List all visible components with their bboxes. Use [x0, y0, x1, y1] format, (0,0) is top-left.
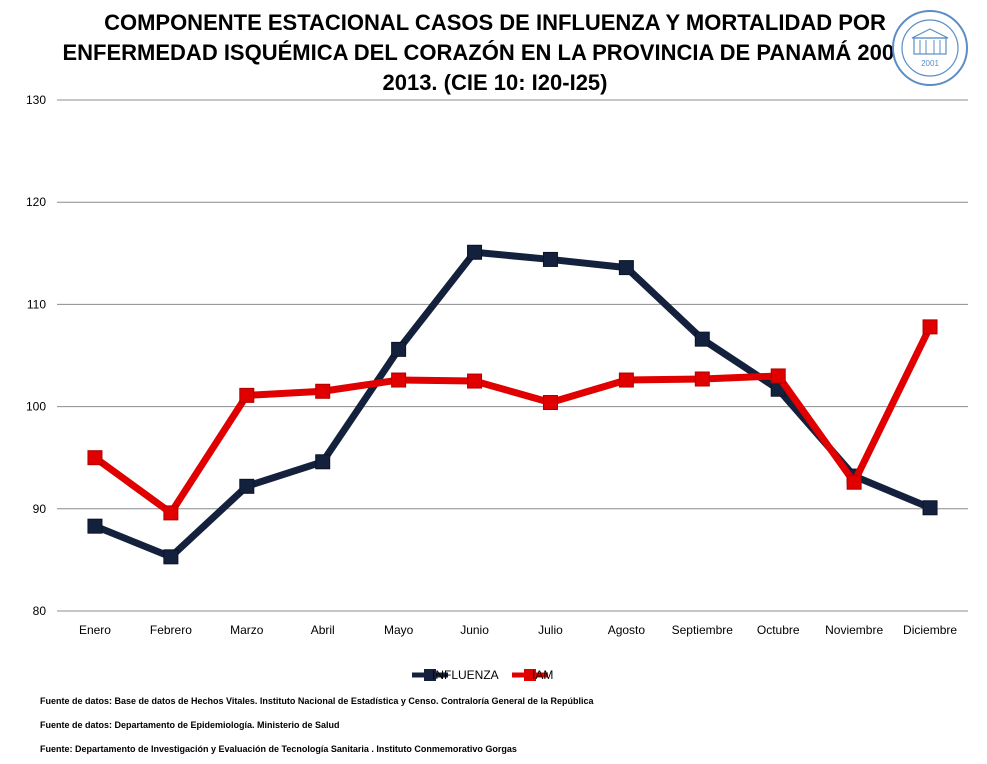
data-point	[770, 368, 786, 384]
data-point	[87, 518, 103, 534]
x-tick-label: Abril	[311, 623, 335, 637]
sources: Fuente de datos: Base de datos de Hechos…	[40, 692, 940, 764]
y-tick-label: 80	[33, 604, 47, 618]
x-tick-label: Mayo	[384, 623, 414, 637]
source-line-3: Fuente: Departamento de Investigación y …	[40, 744, 517, 754]
x-tick-label: Diciembre	[903, 623, 957, 637]
data-point	[467, 244, 483, 260]
series-line-iam	[91, 323, 934, 517]
svg-text:2001: 2001	[921, 59, 939, 68]
data-point	[846, 474, 862, 490]
x-tick-label: Noviembre	[825, 623, 883, 637]
data-point	[694, 371, 710, 387]
x-tick-label: Octubre	[757, 623, 800, 637]
data-point	[618, 260, 634, 276]
seal-logo: 2001	[892, 10, 968, 86]
data-point	[87, 450, 103, 466]
y-tick-label: 110	[27, 297, 46, 311]
data-point	[922, 319, 938, 335]
y-tick-label: 130	[26, 93, 46, 107]
data-point	[163, 505, 179, 521]
x-tick-label: Febrero	[150, 623, 192, 637]
chart-title: COMPONENTE ESTACIONAL CASOS DE INFLUENZA…	[62, 10, 928, 95]
data-point	[391, 341, 407, 357]
data-point	[239, 387, 255, 403]
x-tick-label: Julio	[538, 623, 563, 637]
data-point	[922, 500, 938, 516]
y-tick-label: 90	[33, 502, 47, 516]
data-point	[239, 478, 255, 494]
data-point	[542, 395, 558, 411]
x-tick-label: Marzo	[230, 623, 264, 637]
legend-marker	[424, 669, 436, 681]
data-point	[391, 372, 407, 388]
data-point	[542, 251, 558, 267]
data-point	[694, 331, 710, 347]
data-point	[467, 373, 483, 389]
x-tick-label: Agosto	[608, 623, 646, 637]
data-point	[618, 372, 634, 388]
legend-label: INFLUENZA	[432, 668, 499, 682]
legend-marker	[524, 669, 536, 681]
y-tick-label: 100	[26, 400, 46, 414]
source-line-1: Fuente de datos: Base de datos de Hechos…	[40, 696, 594, 706]
y-tick-label: 120	[26, 195, 46, 209]
x-tick-label: Enero	[79, 623, 111, 637]
data-point	[163, 549, 179, 565]
data-point	[315, 383, 331, 399]
legend-label: IAM	[532, 668, 553, 682]
x-tick-label: Septiembre	[672, 623, 734, 637]
data-point	[315, 454, 331, 470]
x-tick-label: Junio	[460, 623, 489, 637]
source-line-2: Fuente de datos: Departamento de Epidemi…	[40, 720, 340, 730]
series-line-influenza	[91, 248, 934, 561]
